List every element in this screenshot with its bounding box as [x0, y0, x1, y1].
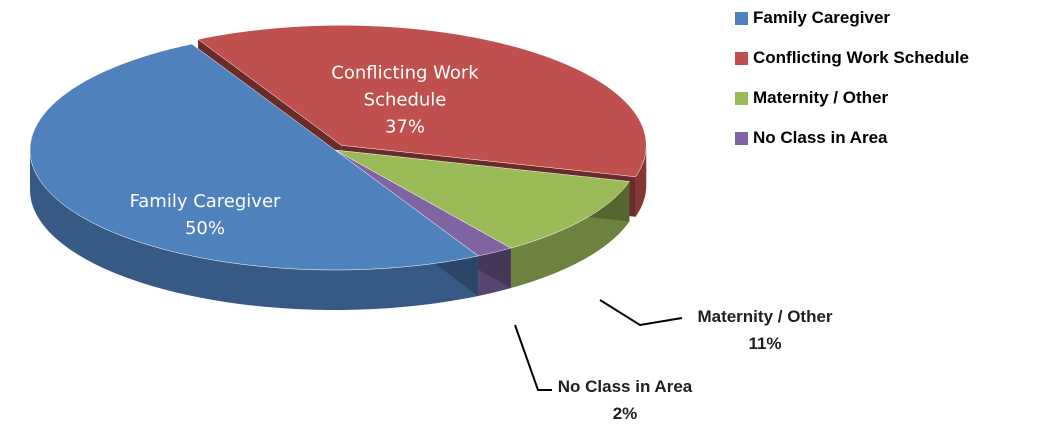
legend-label: Conflicting Work Schedule: [753, 48, 969, 67]
label-value: 37%: [384, 116, 425, 138]
pie-side-shade: [635, 145, 647, 217]
data-label: No Class in Area 2%: [558, 373, 692, 427]
legend-swatch: [735, 131, 748, 145]
pie-side-shade: [30, 150, 479, 310]
pie-slice: [334, 149, 512, 257]
data-label: Family Caregiver 50%: [130, 188, 281, 242]
pie-slice: [334, 149, 630, 249]
leader-line: [599, 299, 683, 327]
legend-swatch: [735, 11, 748, 25]
legend-label: No Class in Area: [753, 128, 888, 147]
legend-item: Family Caregiver: [735, 8, 890, 28]
pie-side: [30, 150, 479, 310]
leader-line: [514, 324, 552, 391]
label-category: No Class in Area: [557, 377, 693, 396]
legend-label: Maternity / Other: [753, 88, 889, 107]
legend-item: Maternity / Other: [735, 88, 888, 108]
label-category: Conflicting Work Schedule: [331, 62, 479, 111]
legend-item: Conflicting Work Schedule: [735, 48, 969, 68]
pie-side: [510, 181, 630, 289]
legend-swatch: [735, 51, 748, 65]
legend-swatch: [735, 91, 748, 105]
label-category: Family Caregiver: [129, 191, 281, 212]
pie-slice: [29, 43, 479, 271]
data-label: Maternity / Other 11%: [697, 303, 832, 357]
legend-label: Family Caregiver: [753, 8, 891, 27]
pie-side-shade: [510, 181, 630, 289]
data-label: Conflicting Work Schedule 37%: [310, 60, 500, 141]
label-value: 50%: [184, 218, 225, 239]
pie-slice: [197, 25, 647, 178]
label-category: Maternity / Other: [697, 307, 833, 326]
legend-item: No Class in Area: [735, 128, 887, 148]
pie-side: [635, 145, 647, 217]
label-value: 11%: [748, 334, 782, 353]
label-value: 2%: [612, 404, 638, 423]
